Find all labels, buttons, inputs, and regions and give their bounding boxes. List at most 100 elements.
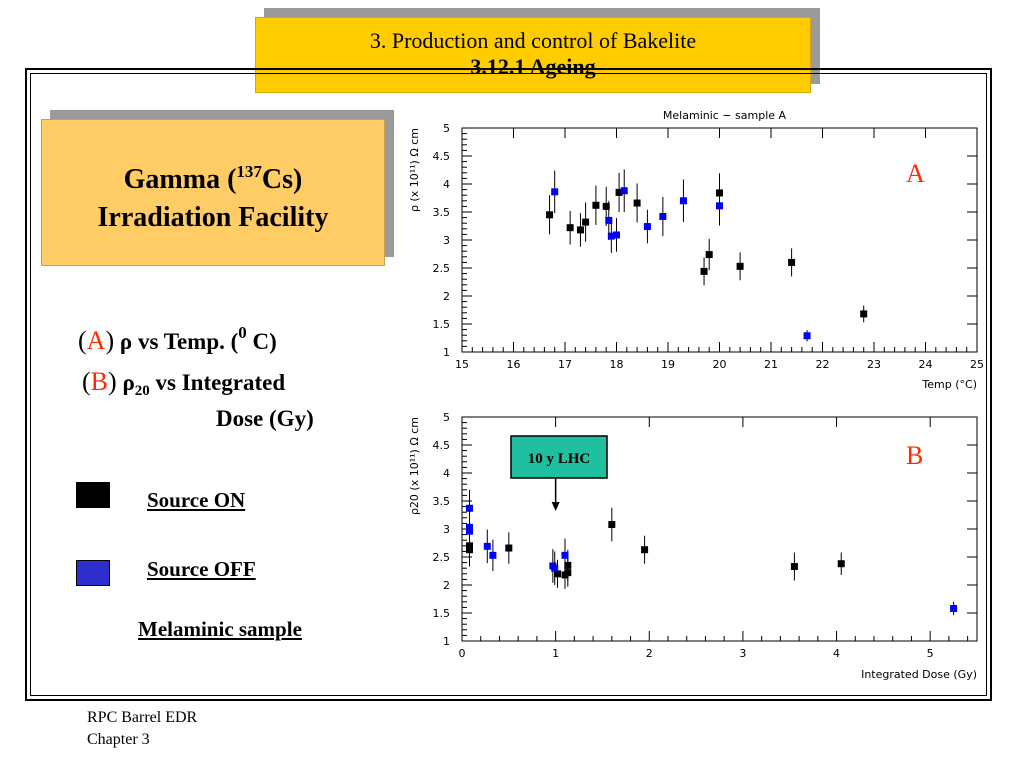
x-tick-label: 24 xyxy=(919,358,933,371)
x-tick-label: 2 xyxy=(646,647,653,660)
point-source-off xyxy=(950,605,958,613)
point-source-off xyxy=(551,564,559,572)
lhc-annotation-label: 10 y LHC xyxy=(528,451,591,467)
point-source-off xyxy=(613,231,620,239)
point-source-off xyxy=(605,216,613,224)
y-tick-label: 2 xyxy=(443,290,450,303)
gamma-text-post: Cs) xyxy=(261,164,303,195)
point-source-on xyxy=(736,262,744,270)
point-source-off xyxy=(643,223,651,231)
point-source-off xyxy=(679,197,687,205)
source-on-swatch xyxy=(76,482,110,508)
point-source-on xyxy=(700,267,708,275)
point-source-off xyxy=(551,188,559,196)
paren-open: ( xyxy=(82,367,91,396)
lhc-annotation-box xyxy=(510,435,608,479)
rho-symbol: ρ xyxy=(119,329,133,354)
point-source-on xyxy=(582,218,590,226)
source-off-swatch xyxy=(76,560,110,586)
x-tick-label: 18 xyxy=(610,358,624,371)
y-tick-label: 3.5 xyxy=(433,495,451,508)
panel-letter: A xyxy=(906,159,925,188)
legend-b-text: vs Integrated xyxy=(149,370,286,395)
rho-symbol: ρ xyxy=(122,370,135,395)
point-source-off xyxy=(483,542,491,550)
y-tick-label: 2.5 xyxy=(433,262,451,275)
point-source-off xyxy=(465,504,473,512)
point-source-on xyxy=(592,201,600,209)
x-tick-label: 1 xyxy=(552,647,559,660)
rho-subscript: 20 xyxy=(134,383,150,399)
y-tick-label: 1 xyxy=(443,346,450,359)
point-source-on xyxy=(505,544,513,552)
y-tick-label: 1.5 xyxy=(433,607,451,620)
x-tick-label: 3 xyxy=(739,647,746,660)
legend-b-line-2: Dose (Gy) xyxy=(216,406,314,431)
point-source-on xyxy=(837,560,845,568)
x-tick-label: 20 xyxy=(713,358,727,371)
lhc-arrow-head xyxy=(551,502,560,511)
y-tick-label: 5 xyxy=(443,411,450,424)
point-source-on xyxy=(608,521,616,529)
y-tick-label: 4.5 xyxy=(433,150,451,163)
y-tick-label: 1 xyxy=(443,635,450,648)
legend-a-text-2: C) xyxy=(246,329,277,354)
title-line-2: 3.12.1 Ageing xyxy=(470,54,596,79)
x-axis-label: Integrated Dose (Gy) xyxy=(861,668,977,681)
x-tick-label: 25 xyxy=(970,358,984,371)
x-tick-label: 21 xyxy=(764,358,778,371)
legend-a-line: (A) ρ vs Temp. (0 C) xyxy=(78,323,277,356)
point-source-off xyxy=(803,332,811,340)
y-tick-label: 3.5 xyxy=(433,206,451,219)
point-source-on xyxy=(576,226,584,234)
point-source-on xyxy=(641,546,649,554)
point-source-on xyxy=(860,310,868,318)
point-source-on xyxy=(633,199,641,207)
point-source-on xyxy=(705,251,713,259)
x-axis-label: Temp (°C) xyxy=(921,378,977,391)
x-tick-label: 4 xyxy=(833,647,840,660)
title-line-1: 3. Production and control of Bakelite xyxy=(369,28,697,53)
slide-title: 3. Production and control of Bakelite 3.… xyxy=(255,17,811,93)
point-source-off xyxy=(620,187,628,195)
content-frame-outer xyxy=(25,68,992,701)
point-source-off xyxy=(659,212,667,220)
y-tick-label: 2 xyxy=(443,579,450,592)
gamma-facility-box: Gamma (137Cs) Irradiation Facility xyxy=(41,119,385,266)
y-tick-label: 1.5 xyxy=(433,318,451,331)
footer-line-1: RPC Barrel EDR xyxy=(87,709,198,726)
chart-a: 1 1.5 2 2.5 3 3.5 4 4.5 5 15 16 17 18 19 20 21 22 23 24 25 M… xyxy=(408,109,984,391)
point-source-on xyxy=(788,258,796,266)
source-off-label: Source OFF xyxy=(147,557,256,581)
y-tick-label: 3 xyxy=(443,234,450,247)
x-tick-label: 23 xyxy=(867,358,881,371)
x-tick-label: 16 xyxy=(507,358,521,371)
point-source-on xyxy=(790,563,798,571)
y-axis-label: ρ (x 10¹¹) Ω cm xyxy=(408,128,421,212)
paren-close: ) xyxy=(108,367,117,396)
gamma-text: Gamma ( xyxy=(123,164,237,195)
point-source-off xyxy=(716,202,723,210)
x-tick-label: 19 xyxy=(661,358,675,371)
point-source-off xyxy=(465,527,473,535)
sample-label: Melaminic sample xyxy=(138,617,302,641)
plot-frame xyxy=(461,127,978,353)
point-source-off xyxy=(561,551,569,559)
y-tick-label: 4 xyxy=(443,178,450,191)
y-tick-label: 5 xyxy=(443,122,450,135)
paren-open: ( xyxy=(78,326,87,355)
y-tick-label: 3 xyxy=(443,523,450,536)
x-tick-label: 17 xyxy=(558,358,572,371)
x-tick-label: 0 xyxy=(459,647,466,660)
legend-a-text: vs Temp. ( xyxy=(132,329,239,354)
y-axis-label: ρ20 (x 10¹¹) Ω cm xyxy=(408,417,421,515)
point-source-off xyxy=(607,232,615,240)
paren-close: ) xyxy=(105,326,115,355)
point-source-on xyxy=(554,570,562,578)
point-source-on xyxy=(602,202,610,210)
chart-title: Melaminic − sample A xyxy=(663,109,787,122)
point-source-on xyxy=(546,211,554,219)
isotope-superscript: 137 xyxy=(236,162,262,181)
x-tick-label: 22 xyxy=(816,358,830,371)
